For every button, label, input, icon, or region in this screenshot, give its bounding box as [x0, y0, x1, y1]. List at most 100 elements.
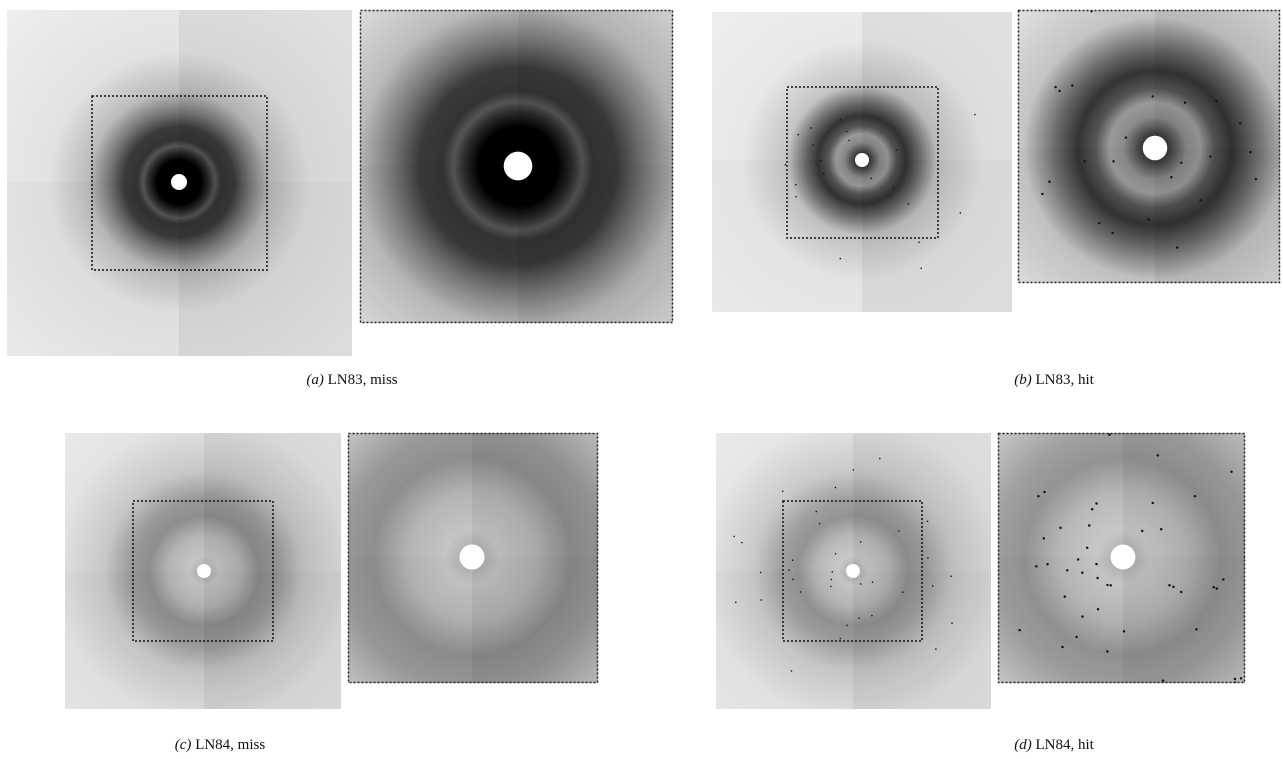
bragg-spot: [1083, 160, 1085, 162]
bragg-spot: [1168, 343, 1170, 345]
bragg-spot: [997, 735, 999, 737]
bragg-spot: [1071, 84, 1073, 86]
diffraction-image: [716, 433, 991, 709]
bragg-spot: [1141, 704, 1143, 706]
bragg-spot: [1123, 630, 1125, 632]
bragg-spot: [1194, 495, 1196, 497]
bragg-spot: [1108, 433, 1110, 435]
panel-label: (c): [175, 737, 192, 753]
figure: (a) LN83, miss (b) LN83, hit (c) LN84, m…: [0, 0, 1283, 759]
bragg-spot: [835, 487, 837, 489]
detector-half: [712, 160, 1012, 312]
diffraction-image: [348, 433, 598, 683]
bragg-spot: [831, 579, 833, 581]
bragg-spot: [1088, 524, 1090, 526]
bragg-spot: [879, 458, 881, 460]
bragg-spot: [994, 534, 996, 536]
bragg-spot: [1048, 181, 1050, 183]
bragg-spot: [782, 490, 784, 492]
bragg-spot: [797, 134, 799, 136]
bragg-spot: [1077, 558, 1079, 560]
panel-caption: LN83, miss: [328, 372, 398, 388]
bragg-spot: [1035, 565, 1037, 567]
bragg-spot: [1280, 273, 1282, 275]
bragg-spot: [1098, 695, 1100, 697]
bragg-spot: [908, 203, 910, 205]
bragg-spot: [1209, 155, 1211, 157]
caption-a: (a) LN83, miss: [306, 372, 397, 388]
bragg-spot: [848, 140, 850, 142]
bragg-spot: [1064, 595, 1066, 597]
bragg-spot: [1249, 151, 1251, 153]
bragg-spot: [1215, 100, 1217, 102]
bragg-spot: [1106, 584, 1108, 586]
bragg-spot: [1046, 563, 1048, 565]
bragg-spot: [1168, 584, 1170, 586]
bragg-spot: [1240, 677, 1242, 679]
bragg-spot: [1132, 319, 1134, 321]
bragg-spot: [1141, 530, 1143, 532]
beam-stop: [846, 564, 860, 578]
bragg-spot: [1177, 331, 1179, 333]
bragg-spot: [1264, 521, 1266, 523]
bragg-spot: [846, 131, 848, 133]
beam-stop: [197, 564, 211, 578]
bragg-spot: [1255, 178, 1257, 180]
bragg-spot: [1246, 443, 1248, 445]
bragg-spot: [1128, 685, 1130, 687]
bragg-spot: [1111, 232, 1113, 234]
diffraction-image: [360, 10, 673, 323]
bragg-spot: [898, 530, 900, 532]
bragg-spot: [840, 258, 842, 260]
bragg-spot: [1106, 650, 1108, 652]
bragg-spot: [820, 160, 822, 162]
bragg-spot: [835, 553, 837, 555]
bragg-spot: [733, 536, 735, 538]
bragg-spot: [1059, 527, 1061, 529]
bragg-spot: [795, 184, 797, 186]
bragg-spot: [1172, 586, 1174, 588]
detector-half: [65, 571, 341, 709]
bragg-spot: [1043, 537, 1045, 539]
bragg-spot: [896, 149, 898, 151]
bragg-spot: [1212, 586, 1214, 588]
bragg-spot: [791, 670, 793, 672]
bragg-spot: [830, 586, 832, 588]
bragg-spot: [1170, 176, 1172, 178]
panel-caption: LN84, hit: [1035, 737, 1094, 753]
bragg-spot: [823, 173, 825, 175]
bragg-spot: [1081, 615, 1083, 617]
bragg-spot: [858, 617, 860, 619]
bragg-spot: [819, 523, 821, 525]
bragg-spot: [1043, 491, 1045, 493]
bragg-spot: [1184, 102, 1186, 104]
bragg-spot: [741, 542, 743, 544]
detector-half: [716, 571, 991, 709]
bragg-spot: [735, 602, 737, 604]
bragg-spot: [893, 187, 895, 189]
bragg-spot: [760, 599, 762, 601]
bragg-spot: [788, 569, 790, 571]
bragg-spot: [1140, 726, 1142, 728]
bragg-spot: [1097, 608, 1099, 610]
bragg-spot: [974, 114, 976, 116]
bragg-spot: [785, 164, 787, 166]
bragg-spot: [993, 508, 995, 510]
beam-stop: [171, 174, 187, 190]
diffraction-image: [967, 0, 1283, 358]
caption-c: (c) LN84, miss: [175, 737, 266, 753]
bragg-spot: [1201, 403, 1203, 405]
bragg-spot: [872, 581, 874, 583]
bragg-spot: [1245, 524, 1247, 526]
bragg-spot: [1127, 348, 1129, 350]
bragg-spot: [1234, 678, 1236, 680]
bragg-spot: [927, 520, 929, 522]
bragg-spot: [853, 469, 855, 471]
bragg-spot: [935, 648, 937, 650]
bragg-spot: [918, 241, 920, 243]
bragg-spot: [1152, 502, 1154, 504]
caption-b: (b) LN83, hit: [1014, 372, 1094, 388]
detector-half: [7, 182, 352, 356]
bragg-spot: [1180, 162, 1182, 164]
bragg-spot: [1132, 356, 1134, 358]
